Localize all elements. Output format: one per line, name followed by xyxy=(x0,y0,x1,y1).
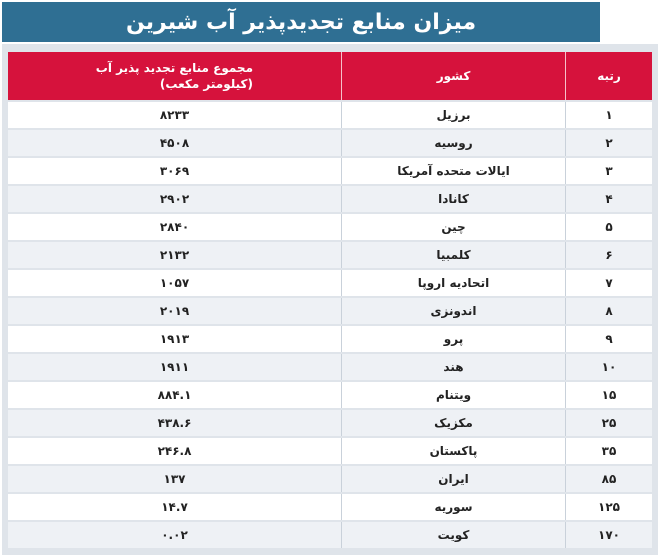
table-row: ۲۵ مکزیک ۴۳۸.۶ xyxy=(8,410,652,436)
cell-country: کانادا xyxy=(341,186,565,212)
table-row: ۱۰ هند ۱۹۱۱ xyxy=(8,354,652,380)
cell-rank: ۸ xyxy=(565,298,652,324)
cell-total: ۴۳۸.۶ xyxy=(8,410,341,436)
cell-country: ایران xyxy=(341,466,565,492)
cell-total: ۲۹۰۲ xyxy=(8,186,341,212)
cell-country: پرو xyxy=(341,326,565,352)
table-header-row: رتبه کشور مجموع منابع تجدید پذیر آب (کیل… xyxy=(8,52,652,100)
cell-total: ۱۰۵۷ xyxy=(8,270,341,296)
cell-country: روسیه xyxy=(341,130,565,156)
title-text: میزان منابع تجدیدپذیر آب شیرین xyxy=(125,9,477,35)
water-resources-table: رتبه کشور مجموع منابع تجدید پذیر آب (کیل… xyxy=(8,50,652,550)
table-body: ۱ برزیل ۸۲۳۳ ۲ روسیه ۴۵۰۸ ۳ ایالات متحده آمریکا… xyxy=(8,102,652,548)
header-country: کشور xyxy=(341,52,565,100)
cell-country: چین xyxy=(341,214,565,240)
cell-country: کویت xyxy=(341,522,565,548)
table-row: ۳ ایالات متحده آمریکا ۳۰۶۹ xyxy=(8,158,652,184)
page-title: میزان منابع تجدیدپذیر آب شیرین xyxy=(2,2,600,42)
cell-country: کلمبیا xyxy=(341,242,565,268)
table-row: ۱۵ ویتنام ۸۸۴.۱ xyxy=(8,382,652,408)
header-total-line1: مجموع منابع تجدید پذیر آب xyxy=(95,60,253,75)
cell-country: ویتنام xyxy=(341,382,565,408)
cell-country: اتحادیه اروپا xyxy=(341,270,565,296)
cell-rank: ۴ xyxy=(565,186,652,212)
cell-rank: ۲۵ xyxy=(565,410,652,436)
table-row: ۱ برزیل ۸۲۳۳ xyxy=(8,102,652,128)
cell-rank: ۹ xyxy=(565,326,652,352)
cell-rank: ۵ xyxy=(565,214,652,240)
header-total-line2: (کیلومتر مکعب) xyxy=(159,77,253,91)
table-row: ۱۲۵ سوریه ۱۴.۷ xyxy=(8,494,652,520)
cell-total: ۸۸۴.۱ xyxy=(8,382,341,408)
cell-country: ایالات متحده آمریکا xyxy=(341,158,565,184)
table-row: ۴ کانادا ۲۹۰۲ xyxy=(8,186,652,212)
cell-country: مکزیک xyxy=(341,410,565,436)
cell-total: ۲۰۱۹ xyxy=(8,298,341,324)
cell-total: ۱۴.۷ xyxy=(8,494,341,520)
table-row: ۷ اتحادیه اروپا ۱۰۵۷ xyxy=(8,270,652,296)
cell-country: سوریه xyxy=(341,494,565,520)
cell-country: پاکستان xyxy=(341,438,565,464)
cell-total: ۳۰۶۹ xyxy=(8,158,341,184)
table-row: ۱۷۰ کویت ۰.۰۲ xyxy=(8,522,652,548)
cell-total: ۲۱۳۲ xyxy=(8,242,341,268)
cell-total: ۲۴۶.۸ xyxy=(8,438,341,464)
header-total: مجموع منابع تجدید پذیر آب (کیلومتر مکعب) xyxy=(8,52,341,100)
header-rank: رتبه xyxy=(565,52,652,100)
cell-total: ۱۹۱۱ xyxy=(8,354,341,380)
cell-rank: ۱ xyxy=(565,102,652,128)
cell-rank: ۷ xyxy=(565,270,652,296)
table-row: ۹ پرو ۱۹۱۳ xyxy=(8,326,652,352)
cell-rank: ۱۵ xyxy=(565,382,652,408)
cell-country: برزیل xyxy=(341,102,565,128)
cell-rank: ۸۵ xyxy=(565,466,652,492)
cell-country: هند xyxy=(341,354,565,380)
cell-total: ۰.۰۲ xyxy=(8,522,341,548)
cell-total: ۲۸۴۰ xyxy=(8,214,341,240)
cell-rank: ۱۰ xyxy=(565,354,652,380)
cell-country: اندونزی xyxy=(341,298,565,324)
table-row: ۸۵ ایران ۱۳۷ xyxy=(8,466,652,492)
table-row: ۶ کلمبیا ۲۱۳۲ xyxy=(8,242,652,268)
cell-rank: ۳ xyxy=(565,158,652,184)
table-row: ۵ چین ۲۸۴۰ xyxy=(8,214,652,240)
cell-rank: ۱۷۰ xyxy=(565,522,652,548)
table-row: ۳۵ پاکستان ۲۴۶.۸ xyxy=(8,438,652,464)
cell-rank: ۲ xyxy=(565,130,652,156)
cell-rank: ۳۵ xyxy=(565,438,652,464)
table-row: ۲ روسیه ۴۵۰۸ xyxy=(8,130,652,156)
table-row: ۸ اندونزی ۲۰۱۹ xyxy=(8,298,652,324)
water-resources-table-container: رتبه کشور مجموع منابع تجدید پذیر آب (کیل… xyxy=(2,44,658,555)
cell-rank: ۱۲۵ xyxy=(565,494,652,520)
cell-total: ۸۲۳۳ xyxy=(8,102,341,128)
cell-rank: ۶ xyxy=(565,242,652,268)
cell-total: ۱۳۷ xyxy=(8,466,341,492)
cell-total: ۴۵۰۸ xyxy=(8,130,341,156)
cell-total: ۱۹۱۳ xyxy=(8,326,341,352)
